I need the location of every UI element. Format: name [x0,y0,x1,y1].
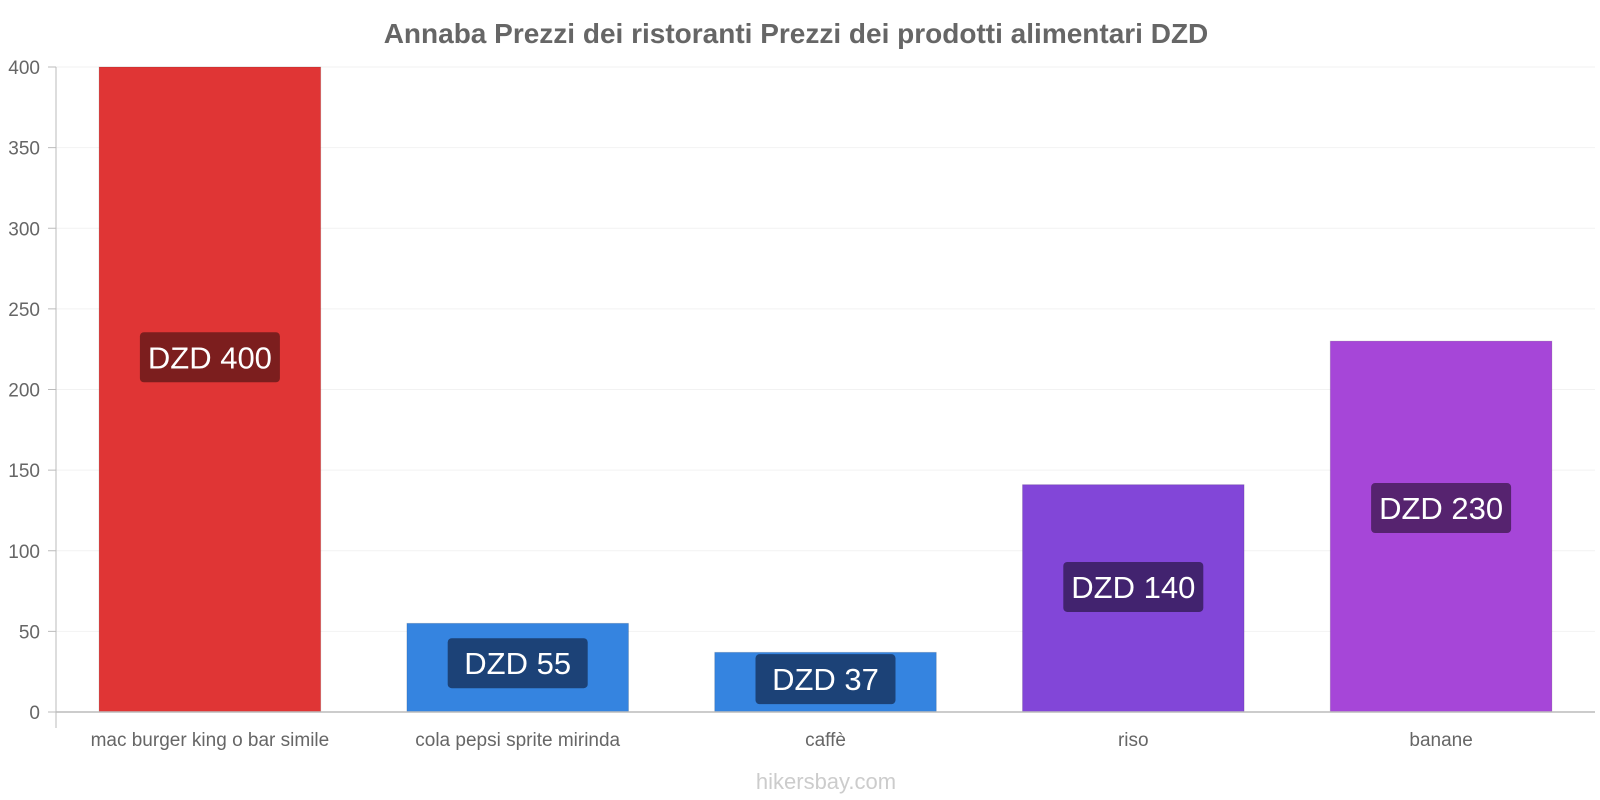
x-axis-labels: mac burger king o bar simile cola pepsi s… [91,730,1473,751]
data-label-background [447,638,588,689]
data-label-background [1063,561,1204,612]
x-category-label: riso [1118,730,1149,751]
y-tick-label: 400 [8,58,40,79]
bar [98,66,322,713]
x-category-label: cola pepsi sprite mirinda [415,730,620,751]
source-footer: hikersbay.com [756,769,896,794]
chart-title: Annaba Prezzi dei ristoranti Prezzi dei … [384,18,1209,49]
axes [55,67,1595,728]
data-label: DZD 400 [148,340,272,375]
y-tick-label: 200 [8,381,40,402]
data-label: DZD 37 [772,662,879,697]
y-tick-label: 150 [8,461,40,482]
data-labels: DZD 400 DZD 55 DZD 37 DZD 140 DZD 230 [139,332,1512,705]
x-category-label: mac burger king o bar simile [91,730,330,751]
data-label-background [139,332,280,383]
y-tick-label: 100 [8,542,40,563]
data-label: DZD 230 [1379,491,1503,526]
data-label-background [1371,483,1512,534]
data-label: DZD 55 [464,646,571,681]
y-tick-label: 350 [8,139,40,160]
y-tick-label: 0 [29,703,40,724]
data-label-background [755,654,896,705]
y-tick-label: 300 [8,219,40,240]
y-axis-ticks: 0 50 100 150 200 250 300 350 400 [8,58,56,724]
data-label: DZD 140 [1071,570,1195,605]
x-category-label: caffè [805,730,846,751]
x-category-label: banane [1409,730,1472,751]
y-tick-label: 250 [8,300,40,321]
y-tick-label: 50 [19,622,40,643]
